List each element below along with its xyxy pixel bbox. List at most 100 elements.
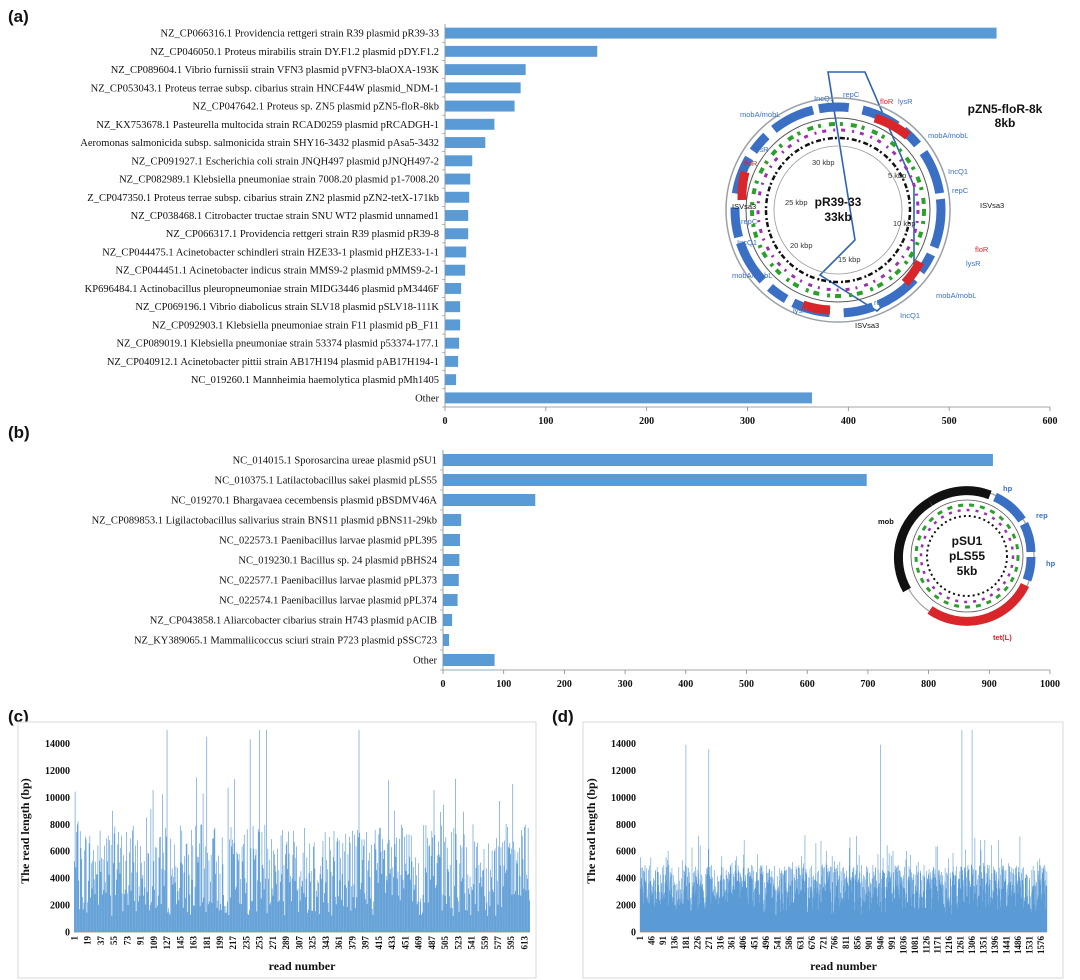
x-tick-label: 217 [228, 936, 238, 950]
x-tick-label: 1000 [1040, 679, 1060, 690]
category-label: Z_CP047350.1 Proteus terrae subsp. cibar… [87, 193, 439, 204]
read-bars [74, 730, 530, 932]
gene-label: mobA/mobL [740, 110, 780, 119]
bar [443, 474, 867, 486]
y-tick-label: 8000 [616, 820, 636, 831]
category-label: NZ_CP038468.1 Citrobacter tructae strain… [131, 211, 439, 222]
x-axis-label: read number [810, 959, 877, 973]
x-tick-label: 721 [818, 936, 828, 950]
x-tick-label: 1441 [1001, 936, 1011, 955]
bar [443, 514, 462, 526]
x-tick-label: 181 [202, 936, 212, 950]
x-tick-label: 19 [83, 936, 93, 946]
floR-arc-4 [801, 300, 831, 315]
bar [445, 355, 459, 367]
rep-arc [1019, 521, 1036, 553]
gc-content-b [926, 515, 1008, 597]
bar [445, 264, 466, 276]
gc-skew-ring-2 [756, 128, 920, 292]
tet-arc [927, 582, 1030, 626]
gc-skew-b [914, 503, 1020, 609]
category-label: NZ_CP069196.1 Vibrio diabolicus strain S… [135, 302, 439, 313]
gene-label: ISVsa3 [980, 201, 1004, 210]
plasmid-map-b: pSU1 pLS55 5kb hp rep hp mob tet(L) [878, 484, 1056, 642]
gc-content-ring [764, 136, 912, 284]
y-tick-label: 6000 [616, 847, 636, 858]
x-tick-label: 500 [739, 679, 754, 690]
chart-c: 0 2000 4000 6000 8000 10000 12000 14000 1 19 37 55 7… [18, 730, 530, 973]
x-tick-label: 415 [374, 936, 384, 950]
y-tick-label: 10000 [45, 793, 70, 804]
chart-a: 0 100 200 300 400 500 600 NZ_CP066316.1 Provide… [80, 24, 1058, 427]
panel-label-b: (b) [8, 423, 30, 442]
x-tick-label: 361 [727, 936, 737, 950]
y-axis-label: The read length (bp) [584, 778, 598, 883]
gene-label: hp [1003, 484, 1013, 493]
scale-15kbp: 15 kbp [838, 255, 861, 264]
category-label: NZ_KX753678.1 Pasteurella multocida stra… [96, 120, 439, 131]
x-tick-label: 343 [321, 936, 331, 950]
x-tick-label: 541 [772, 936, 782, 950]
category-label: NZ_CP044475.1 Acinetobacter schindleri s… [102, 247, 439, 258]
map-a-name: pR39-33 [815, 195, 862, 209]
gene-label: mobA/mobL [936, 291, 976, 300]
x-tick-label: 700 [860, 679, 875, 690]
x-tick-label: 307 [294, 936, 304, 950]
bar [445, 118, 495, 130]
gene-label: lysR [754, 145, 769, 154]
gene-label: mobA/mobL [732, 271, 772, 280]
gene-label: floR [744, 159, 758, 168]
y-tick-label: 14000 [611, 739, 636, 750]
x-tick-label: 451 [750, 936, 760, 950]
category-label: NZ_CP040912.1 Acinetobacter pittii strai… [107, 357, 439, 368]
x-tick-label: 0 [443, 416, 448, 427]
bar [445, 45, 598, 57]
category-label: NZ_CP089853.1 Ligilactobacillus salivari… [92, 516, 437, 527]
hp-arc-1 [992, 492, 1026, 523]
x-tick-label: 109 [149, 936, 159, 950]
gene-label: floR [880, 97, 894, 106]
x-tick-label: 200 [557, 679, 572, 690]
highlight-size: 8kb [995, 116, 1016, 130]
bar [445, 64, 526, 76]
category-label: NZ_CP044451.1 Acinetobacter indicus stra… [116, 266, 439, 277]
bar [445, 100, 515, 112]
x-tick-label: 1036 [898, 936, 908, 955]
gene-label: rep [1036, 511, 1048, 520]
chart-d-frame [582, 721, 1064, 979]
x-tick-label: 289 [281, 936, 291, 950]
category-label: NC_019260.1 Mannheimia haemolytica plasm… [191, 375, 439, 386]
x-tick-label: 235 [241, 936, 251, 950]
x-tick-label: 1486 [1013, 935, 1023, 954]
scale-25kbp: 25 kbp [785, 198, 808, 207]
x-tick-label: 900 [982, 679, 997, 690]
bar [445, 301, 461, 313]
x-tick-label: 469 [414, 936, 424, 950]
x-tick-label: 181 [681, 936, 691, 950]
x-tick-label: 397 [361, 936, 371, 950]
x-tick-label: 811 [841, 936, 851, 950]
x-tick-label: 991 [887, 936, 897, 950]
x-tick-label: 856 [853, 936, 863, 950]
bar [445, 137, 486, 149]
x-tick-label: 1576 [1036, 936, 1046, 955]
x-tick-label: 136 [669, 936, 679, 950]
map-a-size: 33kb [824, 210, 851, 224]
gene-label: ISVsa3 [855, 321, 879, 330]
read-bars [639, 730, 1048, 932]
x-tick-label: 253 [255, 936, 265, 950]
plasmid-map-a: pR39-33 33kb 5 kbp 10 kbp 15 kbp 20 kbp … [725, 71, 1043, 330]
category-label: NZ_CP053043.1 Proteus terrae subsp. ciba… [91, 83, 439, 94]
category-label: Aeromonas salmonicida subsp. salmonicida… [80, 138, 439, 149]
x-tick-label: 379 [347, 936, 357, 950]
bar [445, 210, 469, 221]
x-tick-label: 271 [268, 936, 278, 950]
x-tick-label: 1351 [979, 936, 989, 955]
gene-label: IncQ1 [948, 167, 968, 176]
gene-label: repC [843, 90, 860, 99]
x-tick-label: 451 [400, 936, 410, 950]
outer-ring [725, 97, 951, 323]
bar [443, 614, 453, 626]
category-label: NC_019270.1 Bhargavaea cecembensis plasm… [171, 496, 437, 507]
